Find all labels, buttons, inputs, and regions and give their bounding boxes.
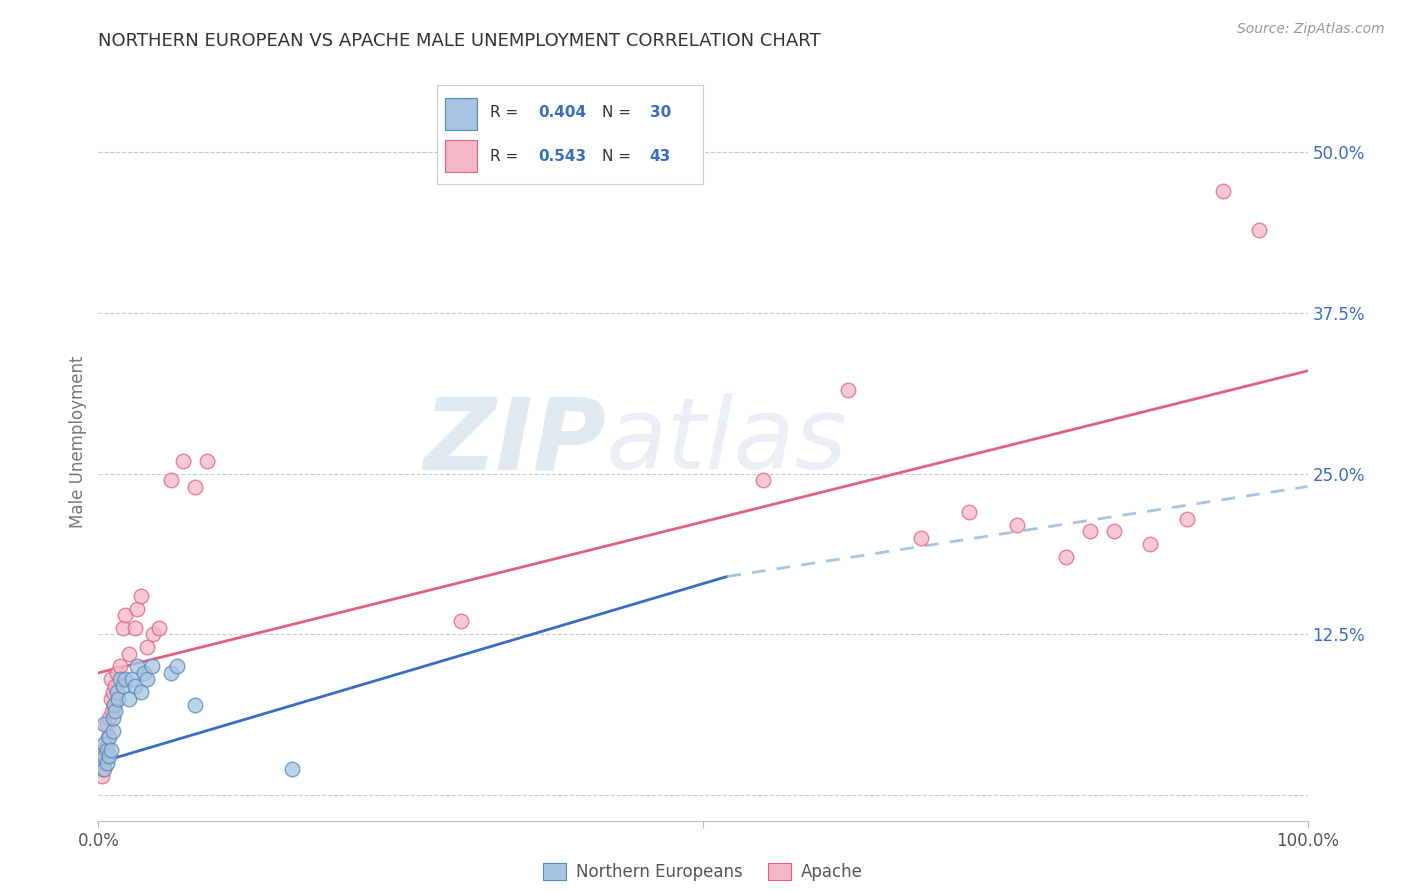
Point bbox=[91, 762, 114, 776]
Point bbox=[127, 659, 149, 673]
Point bbox=[184, 479, 207, 493]
Point bbox=[160, 473, 183, 487]
Point bbox=[105, 665, 128, 680]
Point bbox=[129, 685, 152, 699]
Point bbox=[101, 723, 124, 738]
Point bbox=[127, 601, 149, 615]
Point bbox=[97, 730, 120, 744]
Point bbox=[96, 737, 118, 751]
Point bbox=[96, 756, 118, 770]
Point bbox=[118, 647, 141, 661]
Point bbox=[100, 673, 122, 687]
Point bbox=[124, 621, 146, 635]
Point bbox=[100, 705, 122, 719]
Point bbox=[103, 698, 125, 712]
Point bbox=[96, 743, 118, 757]
Point bbox=[135, 640, 157, 655]
Point bbox=[111, 679, 134, 693]
Point bbox=[93, 743, 115, 757]
Point bbox=[96, 717, 118, 731]
Point bbox=[100, 691, 122, 706]
Point bbox=[1102, 524, 1125, 539]
Point bbox=[166, 659, 188, 673]
Point bbox=[195, 454, 218, 468]
Text: ZIP: ZIP bbox=[423, 393, 606, 490]
Y-axis label: Male Unemployment: Male Unemployment bbox=[69, 355, 87, 528]
Point bbox=[134, 665, 156, 680]
Point bbox=[114, 607, 136, 622]
Point bbox=[1175, 511, 1198, 525]
Text: NORTHERN EUROPEAN VS APACHE MALE UNEMPLOYMENT CORRELATION CHART: NORTHERN EUROPEAN VS APACHE MALE UNEMPLO… bbox=[98, 32, 821, 50]
Point bbox=[104, 705, 127, 719]
Point bbox=[184, 698, 207, 712]
Legend: Northern Europeans, Apache: Northern Europeans, Apache bbox=[536, 856, 870, 888]
Point bbox=[93, 717, 115, 731]
Point bbox=[1007, 518, 1029, 533]
Point bbox=[101, 711, 124, 725]
Point bbox=[129, 589, 152, 603]
Point bbox=[124, 679, 146, 693]
Point bbox=[752, 473, 775, 487]
Point bbox=[141, 659, 163, 673]
Point bbox=[1249, 222, 1271, 236]
Point bbox=[160, 665, 183, 680]
Point bbox=[93, 737, 115, 751]
Point bbox=[93, 762, 115, 776]
Point bbox=[1054, 550, 1077, 565]
Point bbox=[93, 749, 115, 764]
Point bbox=[91, 769, 114, 783]
Point bbox=[108, 673, 131, 687]
Point bbox=[142, 627, 165, 641]
Point bbox=[100, 743, 122, 757]
Point bbox=[108, 659, 131, 673]
Point bbox=[957, 505, 980, 519]
Point bbox=[172, 454, 194, 468]
Text: atlas: atlas bbox=[606, 393, 848, 490]
Point bbox=[104, 679, 127, 693]
Point bbox=[1078, 524, 1101, 539]
Point bbox=[94, 749, 117, 764]
Point bbox=[118, 691, 141, 706]
Point bbox=[148, 621, 170, 635]
Point bbox=[121, 673, 143, 687]
Text: Source: ZipAtlas.com: Source: ZipAtlas.com bbox=[1237, 22, 1385, 37]
Point bbox=[98, 711, 121, 725]
Point bbox=[910, 531, 932, 545]
Point bbox=[837, 383, 859, 397]
Point bbox=[114, 673, 136, 687]
Point bbox=[103, 698, 125, 712]
Point bbox=[101, 685, 124, 699]
Point bbox=[98, 730, 121, 744]
Point bbox=[281, 762, 304, 776]
Point bbox=[111, 621, 134, 635]
Point bbox=[135, 673, 157, 687]
Point bbox=[105, 685, 128, 699]
Point bbox=[1212, 184, 1234, 198]
Point bbox=[107, 691, 129, 706]
Point bbox=[93, 756, 115, 770]
Point bbox=[98, 749, 121, 764]
Point bbox=[1139, 537, 1161, 551]
Point bbox=[450, 615, 472, 629]
